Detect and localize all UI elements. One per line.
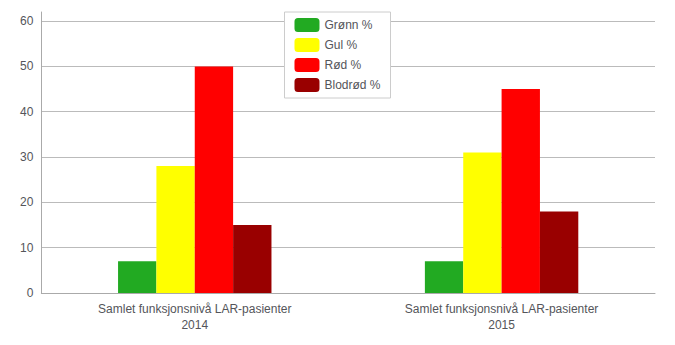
svg-text:40: 40	[20, 105, 34, 119]
svg-text:60: 60	[20, 14, 34, 28]
svg-text:2014: 2014	[181, 318, 208, 332]
svg-text:30: 30	[20, 150, 34, 164]
svg-text:2015: 2015	[488, 318, 515, 332]
svg-text:20: 20	[20, 195, 34, 209]
svg-text:0: 0	[27, 286, 34, 300]
svg-text:Gul %: Gul %	[324, 38, 357, 52]
svg-text:50: 50	[20, 59, 34, 73]
svg-text:Samlet funksjonsnivå LAR-pasie: Samlet funksjonsnivå LAR-pasienter	[98, 302, 291, 316]
svg-text:Blodrød %: Blodrød %	[324, 78, 380, 92]
svg-text:10: 10	[20, 241, 34, 255]
svg-text:Rød %: Rød %	[324, 58, 361, 72]
svg-text:Grønn %: Grønn %	[324, 18, 372, 32]
svg-text:Samlet funksjonsnivå LAR-pasie: Samlet funksjonsnivå LAR-pasienter	[405, 302, 598, 316]
